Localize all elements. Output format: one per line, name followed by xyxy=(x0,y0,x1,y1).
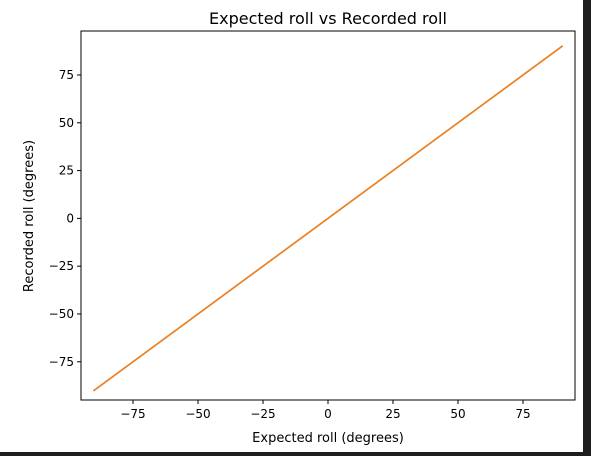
figure: Expected roll vs Recorded roll −75 −50 −25… xyxy=(0,0,583,452)
y-axis-label: Recorded roll (degrees) xyxy=(22,140,37,292)
x-tick-label: 75 xyxy=(515,407,530,421)
chart-title: Expected roll vs Recorded roll xyxy=(209,9,447,28)
x-axis-label: Expected roll (degrees) xyxy=(252,431,404,446)
x-tick-label: −75 xyxy=(120,407,145,421)
x-tick-label: −25 xyxy=(250,407,275,421)
series-line-2 xyxy=(92,45,564,392)
y-tick-label: 0 xyxy=(66,211,74,225)
plot-frame xyxy=(80,30,576,401)
x-tick-label: 0 xyxy=(324,407,332,421)
line-chart: Expected roll vs Recorded roll −75 −50 −25… xyxy=(22,9,576,446)
y-tick-label: −75 xyxy=(49,355,74,369)
y-tick-label: 75 xyxy=(59,68,74,82)
x-axis: −75 −50 −25 0 25 50 75 xyxy=(120,400,531,421)
x-tick-label: 50 xyxy=(450,407,465,421)
x-tick-label: −50 xyxy=(185,407,210,421)
y-tick-label: −25 xyxy=(49,259,74,273)
series-group xyxy=(92,45,564,392)
y-axis: −75 −50 −25 0 25 50 75 xyxy=(49,68,81,369)
x-tick-label: 25 xyxy=(385,407,400,421)
y-tick-label: −50 xyxy=(49,307,74,321)
y-tick-label: 50 xyxy=(59,116,74,130)
y-tick-label: 25 xyxy=(59,164,74,178)
